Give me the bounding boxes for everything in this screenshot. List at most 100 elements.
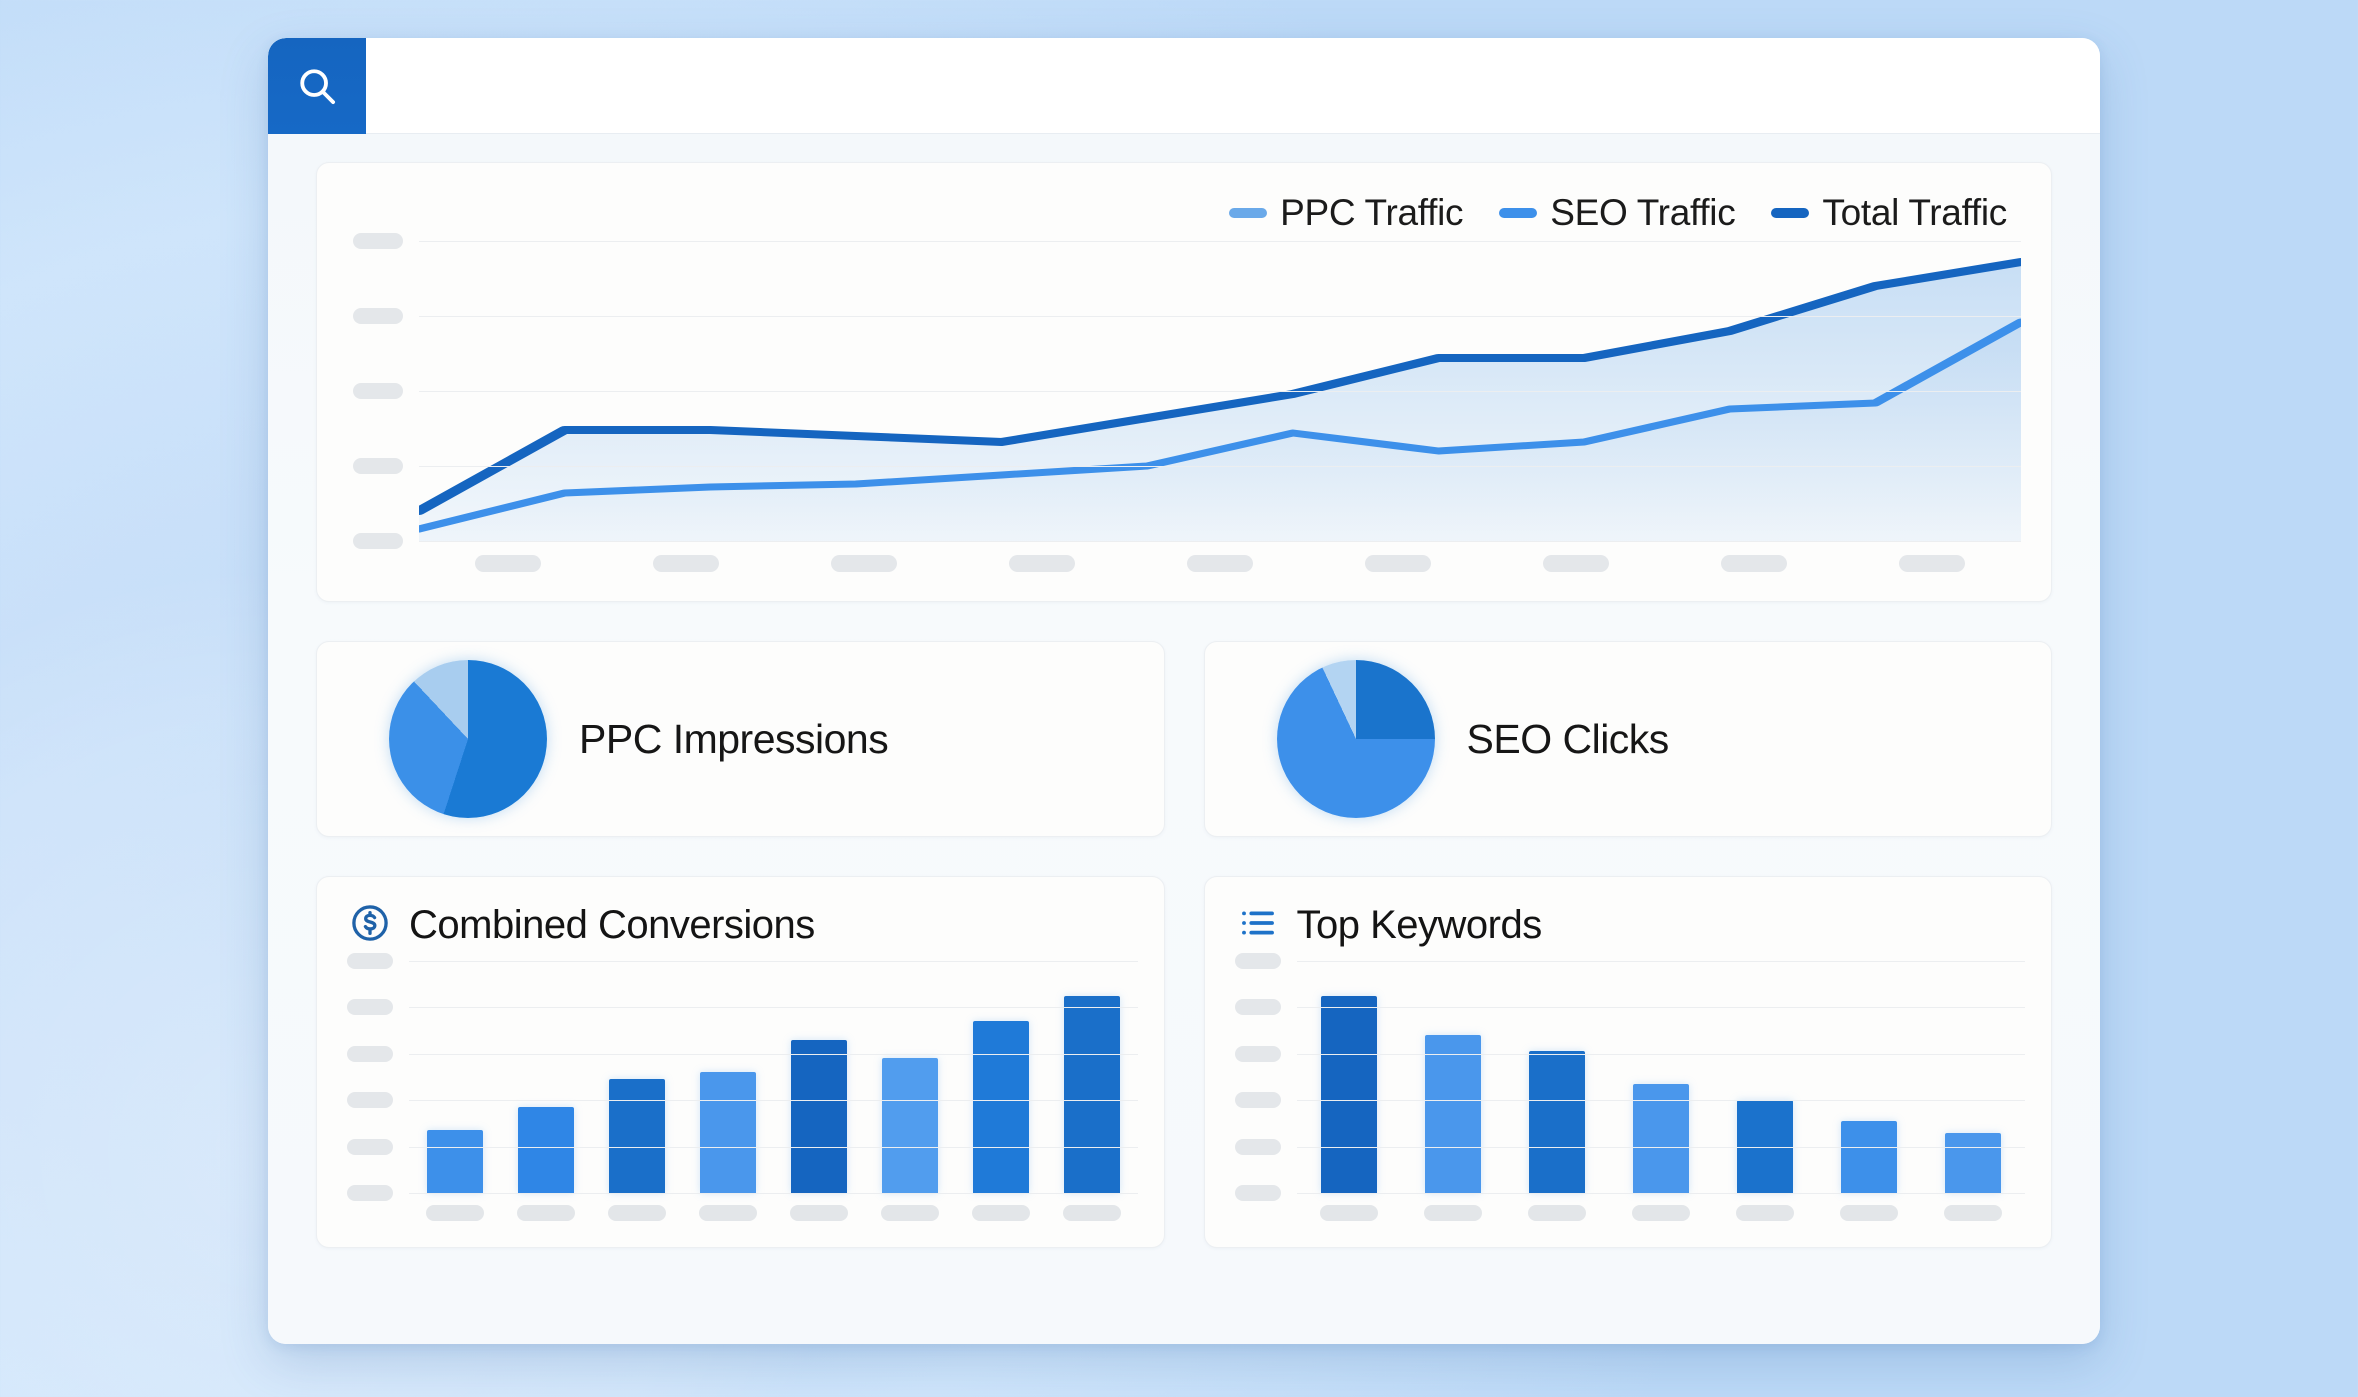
x-axis-tick-placeholder <box>1543 555 1609 572</box>
search-icon <box>294 63 340 109</box>
bar[interactable] <box>1528 1051 1585 1193</box>
traffic-line-chart-card: PPC Traffic SEO Traffic Total Traffic <box>316 162 2052 602</box>
gridline <box>1296 961 2025 962</box>
x-axis-tick-placeholder <box>789 1205 848 1221</box>
x-axis-tick-placeholder <box>880 1205 939 1221</box>
bar[interactable] <box>1840 1121 1897 1193</box>
gridline <box>419 466 2021 467</box>
x-axis-tick-placeholder <box>1527 1205 1586 1221</box>
gridline <box>1296 1053 2025 1055</box>
y-axis-tick-placeholder <box>347 1045 393 1062</box>
gridline <box>419 391 2021 392</box>
y-axis-tick-placeholder <box>347 1138 393 1155</box>
search-button[interactable] <box>268 38 366 134</box>
legend-swatch-total <box>1771 208 1810 218</box>
legend-label-seo: SEO Traffic <box>1550 192 1736 233</box>
ppc-impressions-card[interactable]: PPC Impressions <box>316 641 1165 837</box>
bar[interactable] <box>1424 1035 1481 1193</box>
x-axis-tick-placeholder <box>1187 555 1253 572</box>
seo-clicks-pie-chart <box>1276 660 1435 818</box>
bar[interactable] <box>426 1130 483 1193</box>
pie-card-row: PPC Impressions SEO Clicks <box>316 641 2052 837</box>
x-axis-tick-placeholder <box>1423 1205 1482 1221</box>
legend-item-seo-traffic[interactable]: SEO Traffic <box>1499 192 1736 234</box>
combined-conversions-card: Combined Conversions <box>316 876 1165 1248</box>
gridline <box>1296 1100 2025 1102</box>
x-axis-tick-placeholder <box>1735 1205 1794 1221</box>
gridline <box>419 241 2021 242</box>
legend-item-ppc-traffic[interactable]: PPC Traffic <box>1229 192 1464 234</box>
dashboard-content: PPC Traffic SEO Traffic Total Traffic <box>268 134 2100 1344</box>
dashboard-window: PPC Traffic SEO Traffic Total Traffic <box>268 38 2100 1344</box>
top-keywords-bars <box>1297 961 2026 1193</box>
bar[interactable] <box>790 1039 847 1193</box>
bar[interactable] <box>1632 1083 1689 1193</box>
y-axis-tick-placeholder <box>353 383 403 399</box>
y-axis-tick-placeholder <box>1234 999 1281 1016</box>
y-axis-tick-placeholder <box>347 953 393 969</box>
top-keywords-title: Top Keywords <box>1296 902 1543 947</box>
legend-item-total-traffic[interactable]: Total Traffic <box>1771 192 2007 234</box>
y-axis-tick-placeholder <box>353 233 403 249</box>
top-keywords-header: Top Keywords <box>1231 895 2026 955</box>
bar-card-row: Combined Conversions <box>316 876 2052 1248</box>
legend-swatch-ppc <box>1229 208 1268 218</box>
combined-conversions-title: Combined Conversions <box>409 902 815 947</box>
y-axis-tick-placeholder <box>353 308 403 324</box>
top-keywords-y-axis <box>1231 953 1297 1201</box>
combined-conversions-bars <box>409 961 1138 1193</box>
x-axis-tick-placeholder <box>425 1205 484 1221</box>
gridline <box>419 541 2021 542</box>
ppc-impressions-label: PPC Impressions <box>579 715 889 762</box>
x-axis-tick-placeholder <box>1009 555 1075 572</box>
bar[interactable] <box>1063 995 1120 1193</box>
top-keywords-x-axis <box>1297 1193 2026 1231</box>
x-axis-tick-placeholder <box>1839 1205 1898 1221</box>
x-axis-tick-placeholder <box>607 1205 666 1221</box>
bar[interactable] <box>972 1021 1029 1193</box>
combined-conversions-header: Combined Conversions <box>343 895 1138 955</box>
bar[interactable] <box>881 1058 938 1193</box>
traffic-y-axis <box>347 233 419 549</box>
ppc-impressions-pie-chart <box>389 660 547 818</box>
top-keywords-plot <box>1296 961 2026 1194</box>
bar[interactable] <box>517 1107 574 1193</box>
x-axis-tick-placeholder <box>831 555 897 572</box>
gridline <box>409 1053 1138 1055</box>
gridline <box>409 1007 1138 1009</box>
gridline <box>409 1193 1138 1194</box>
y-axis-tick-placeholder <box>1234 1185 1281 1201</box>
gridline <box>1296 1146 2025 1148</box>
x-axis-tick-placeholder <box>971 1205 1030 1221</box>
combined-conversions-x-axis <box>409 1193 1138 1231</box>
gridline <box>409 1100 1138 1102</box>
traffic-chart-legend: PPC Traffic SEO Traffic Total Traffic <box>347 185 2021 241</box>
window-titlebar <box>268 38 2100 134</box>
seo-clicks-card[interactable]: SEO Clicks <box>1203 641 2052 837</box>
top-keywords-card: Top Keywords <box>1203 876 2052 1248</box>
y-axis-tick-placeholder <box>1234 1138 1281 1155</box>
y-axis-tick-placeholder <box>353 533 403 549</box>
bar[interactable] <box>1944 1132 2001 1193</box>
bar[interactable] <box>608 1079 665 1193</box>
legend-swatch-seo <box>1499 208 1538 218</box>
combined-conversions-plot-area <box>343 953 1138 1201</box>
x-axis-tick-placeholder <box>1631 1205 1690 1221</box>
gridline <box>409 961 1138 962</box>
legend-label-total: Total Traffic <box>1822 192 2007 233</box>
x-axis-tick-placeholder <box>1319 1205 1378 1221</box>
y-axis-tick-placeholder <box>1234 1045 1281 1062</box>
x-axis-tick-placeholder <box>1365 555 1431 572</box>
bar[interactable] <box>699 1072 756 1193</box>
y-axis-tick-placeholder <box>347 1185 393 1201</box>
gridline <box>1296 1193 2025 1194</box>
y-axis-tick-placeholder <box>347 999 393 1016</box>
x-axis-tick-placeholder <box>1943 1205 2002 1221</box>
combined-conversions-y-axis <box>343 953 409 1201</box>
legend-label-ppc: PPC Traffic <box>1280 192 1464 233</box>
bar[interactable] <box>1320 995 1377 1193</box>
traffic-line-svg <box>419 258 2021 541</box>
x-axis-tick-placeholder <box>1899 555 1965 572</box>
x-axis-tick-placeholder <box>516 1205 575 1221</box>
bulleted-list-icon <box>1237 902 1279 949</box>
